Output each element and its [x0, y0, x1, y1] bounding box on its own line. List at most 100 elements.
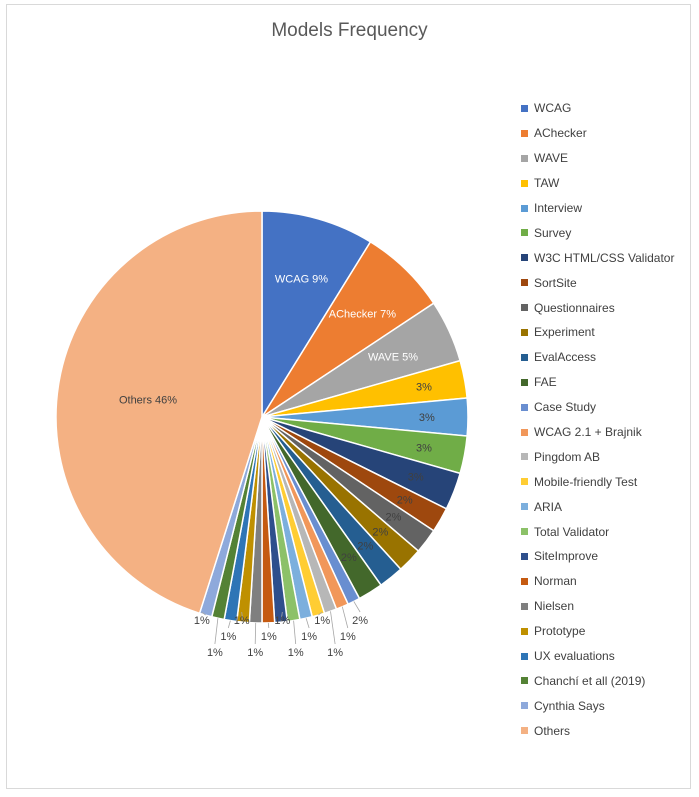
pie-slice-wcag: [261, 210, 372, 420]
legend-label: AChecker: [534, 126, 587, 141]
legend-item-achecker: AChecker: [521, 121, 696, 146]
legend-item-survey: Survey: [521, 220, 696, 245]
legend-label: Pingdom AB: [534, 449, 601, 464]
legend-item-chanch-et-all-2019: Chanchí et all (2019): [521, 668, 696, 693]
data-label-sortsite: 2%: [397, 494, 413, 506]
data-label-fae: 2%: [341, 552, 357, 564]
legend-label: WAVE: [534, 151, 569, 166]
legend-swatch: [521, 304, 528, 312]
legend-swatch: [521, 378, 528, 386]
data-label-norman: 1%: [261, 631, 277, 643]
data-label-cynthia-says: 1%: [194, 615, 210, 627]
legend-label: FAE: [534, 375, 557, 390]
legend-label: WCAG 2.1 + Brajnik: [534, 425, 642, 440]
legend-swatch: [521, 552, 528, 560]
data-label-prototype: 1%: [234, 615, 250, 627]
legend-item-norman: Norman: [521, 569, 696, 594]
legend-item-cynthia-says: Cynthia Says: [521, 693, 696, 718]
chart-title: Models Frequency: [271, 20, 428, 41]
legend-item-wcag: WCAG: [521, 96, 696, 121]
legend-swatch: [521, 129, 528, 137]
data-label-others: Others 46%: [119, 394, 177, 406]
leader-line-siteimprove: [280, 611, 283, 623]
legend-item-others: Others: [521, 718, 696, 743]
data-label-interview: 3%: [419, 412, 435, 424]
legend-swatch: [521, 677, 528, 685]
data-label-wcag-2-1-brajnik: 1%: [340, 631, 356, 643]
legend-swatch: [521, 179, 528, 187]
data-label-evalaccess: 2%: [357, 540, 373, 552]
legend-swatch: [521, 652, 528, 660]
leader-line-ux-evaluations: [227, 620, 231, 629]
legend-label: Survey: [534, 225, 572, 240]
legend-swatch: [521, 577, 528, 585]
legend-item-nielsen: Nielsen: [521, 594, 696, 619]
legend-swatch: [521, 727, 528, 735]
legend-swatch: [521, 403, 528, 411]
leader-line-nielsen: [254, 622, 257, 645]
legend-item-wcag-2-1-brajnik: WCAG 2.1 + Brajnik: [521, 420, 696, 445]
legend-swatch: [521, 702, 528, 710]
leader-line-cynthia-says: [201, 611, 206, 616]
legend-label: SiteImprove: [534, 549, 599, 564]
legend-swatch: [521, 204, 528, 212]
data-label-aria: 1%: [301, 631, 317, 643]
data-label-total-validator: 1%: [288, 647, 304, 659]
legend-item-case-study: Case Study: [521, 395, 696, 420]
data-label-ux-evaluations: 1%: [220, 631, 236, 643]
data-label-experiment: 2%: [372, 527, 388, 539]
legend-item-fae: FAE: [521, 370, 696, 395]
legend-label: Prototype: [534, 624, 586, 639]
legend-swatch: [521, 104, 528, 112]
legend-swatch: [521, 428, 528, 436]
legend-item-evalaccess: EvalAccess: [521, 345, 696, 370]
legend-label: Mobile-friendly Test: [534, 474, 638, 489]
legend-label: Chanchí et all (2019): [534, 673, 646, 688]
leader-line-norman: [267, 622, 270, 629]
pie-data-labels: WCAG 9%AChecker 7%WAVE 5%3%3%3%3%2%2%2%2…: [119, 273, 435, 659]
legend-item-sortsite: SortSite: [521, 270, 696, 295]
data-label-survey: 3%: [416, 442, 432, 454]
leader-line-pingdom-ab: [330, 611, 336, 645]
legend-item-pingdom-ab: Pingdom AB: [521, 444, 696, 469]
legend-item-interview: Interview: [521, 196, 696, 221]
legend-label: ARIA: [534, 499, 563, 514]
legend-label: W3C HTML/CSS Validator: [534, 250, 675, 265]
legend-label: Questionnaires: [534, 300, 615, 315]
data-label-achecker: AChecker 7%: [329, 309, 396, 321]
legend-item-aria: ARIA: [521, 494, 696, 519]
pie-slices: [55, 210, 469, 624]
legend-label: Experiment: [534, 325, 595, 340]
legend-swatch: [521, 602, 528, 610]
leader-line-wcag-2-1-brajnik: [341, 606, 349, 629]
legend-swatch: [521, 254, 528, 262]
legend-swatch: [521, 229, 528, 237]
legend-label: Others: [534, 723, 571, 738]
legend-item-w3c-html-css-validator: W3C HTML/CSS Validator: [521, 245, 696, 270]
legend-label: Total Validator: [534, 524, 610, 539]
legend-swatch: [521, 453, 528, 461]
legend-item-taw: TAW: [521, 171, 696, 196]
leader-line-prototype: [241, 611, 244, 623]
chart-legend: WCAG AChecker WAVE TAW Interview Survey W3C HT…: [521, 96, 696, 743]
data-label-wcag: WCAG 9%: [275, 273, 328, 285]
data-label-questionnaires: 2%: [386, 511, 402, 523]
legend-item-mobile-friendly-test: Mobile-friendly Test: [521, 469, 696, 494]
legend-swatch: [521, 503, 528, 511]
leader-line-aria: [305, 618, 310, 629]
legend-item-prototype: Prototype: [521, 619, 696, 644]
data-label-nielsen: 1%: [247, 647, 263, 659]
data-label-case-study: 2%: [352, 615, 368, 627]
legend-label: UX evaluations: [534, 649, 615, 664]
data-label-chanch-et-all-2019: 1%: [207, 647, 223, 659]
legend-label: WCAG: [534, 101, 572, 116]
legend-label: Nielsen: [534, 599, 575, 614]
legend-label: Case Study: [534, 400, 597, 415]
leader-line-chanch-et-all-2019: [214, 618, 219, 645]
data-label-w3c-html-css-validator: 3%: [408, 472, 424, 484]
data-label-siteimprove: 1%: [274, 615, 290, 627]
leader-line-total-validator: [293, 620, 297, 645]
leader-line-mobile-friendly-test: [318, 611, 323, 616]
legend-label: Interview: [534, 201, 583, 215]
